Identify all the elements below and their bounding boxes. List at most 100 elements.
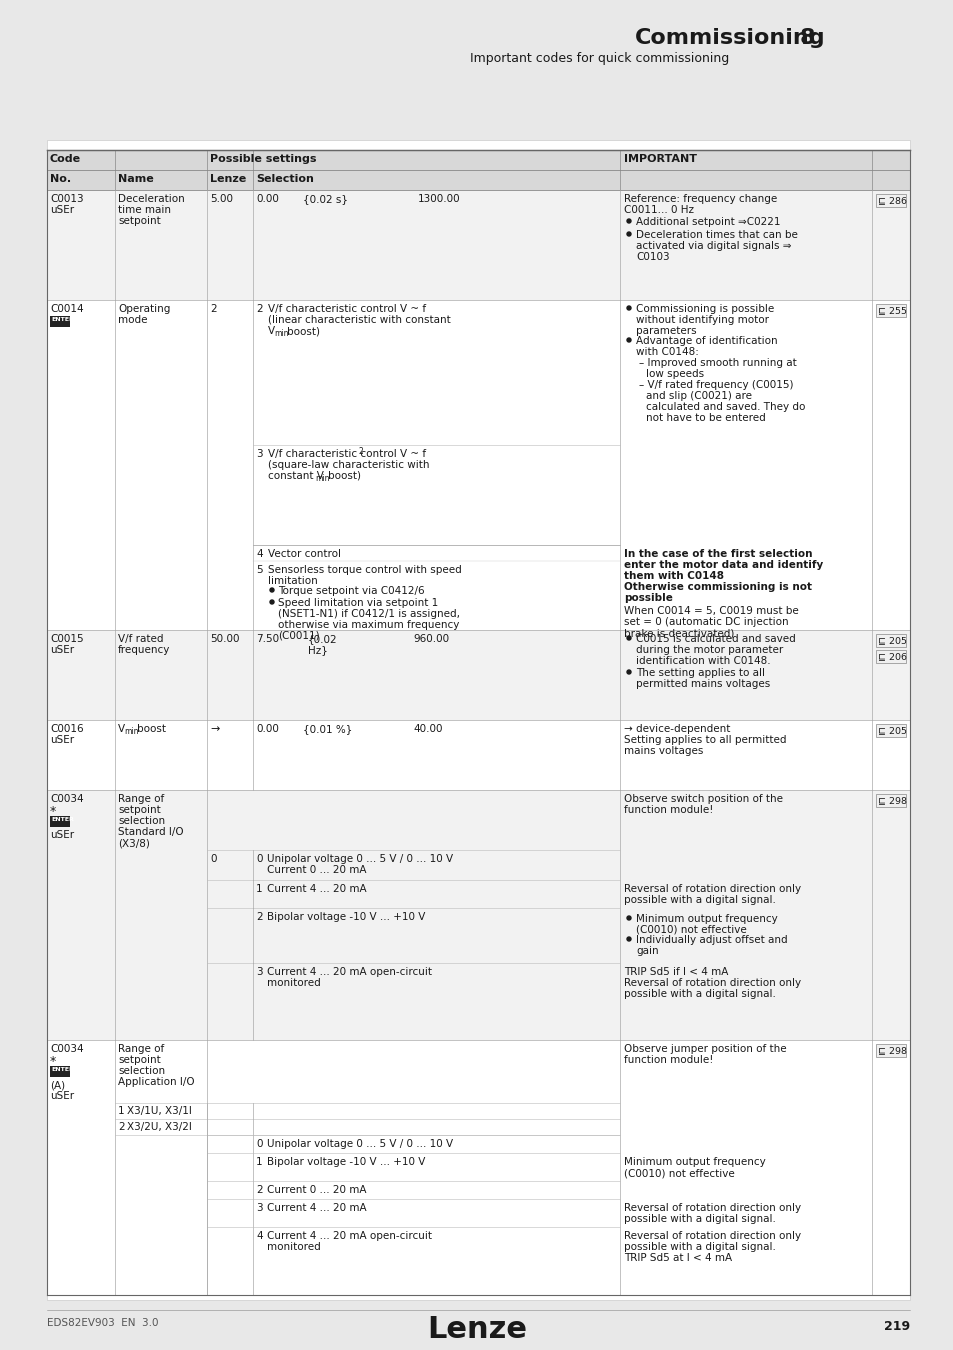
Circle shape (626, 306, 630, 310)
Text: uSEr: uSEr (50, 1091, 74, 1102)
Text: ⊑ 255: ⊑ 255 (877, 306, 906, 315)
Text: boost: boost (137, 724, 166, 734)
Text: *: * (50, 805, 56, 818)
Text: constant V: constant V (268, 471, 323, 481)
Text: Operating: Operating (118, 304, 171, 315)
Text: (C0011): (C0011) (277, 630, 319, 641)
Text: Minimum output frequency: Minimum output frequency (623, 1157, 765, 1166)
Text: possible with a digital signal.: possible with a digital signal. (623, 990, 775, 999)
Text: and slip (C0021) are: and slip (C0021) are (645, 392, 751, 401)
Text: activated via digital signals ⇒: activated via digital signals ⇒ (636, 242, 791, 251)
Text: Current 4 ... 20 mA: Current 4 ... 20 mA (267, 1203, 366, 1214)
Text: setpoint: setpoint (118, 216, 161, 225)
Circle shape (626, 219, 630, 223)
Text: (C0010) not effective: (C0010) not effective (636, 925, 746, 936)
Text: Individually adjust offset and: Individually adjust offset and (636, 936, 787, 945)
Text: 3: 3 (255, 450, 262, 459)
Text: function module!: function module! (623, 805, 713, 815)
Circle shape (626, 232, 630, 236)
Text: EDS82EV903  EN  3.0: EDS82EV903 EN 3.0 (47, 1318, 158, 1328)
Bar (50, 815, 70, 828)
Text: 0: 0 (255, 855, 262, 864)
Text: Speed limitation via setpoint 1: Speed limitation via setpoint 1 (277, 598, 437, 608)
Text: Reference: frequency change: Reference: frequency change (623, 194, 777, 204)
Text: Selection: Selection (255, 174, 314, 184)
Text: ENTER: ENTER (51, 317, 73, 323)
Text: monitored: monitored (267, 1242, 320, 1251)
Text: uSEr: uSEr (50, 830, 74, 840)
Text: 1: 1 (255, 884, 262, 894)
Text: 2: 2 (255, 913, 262, 922)
Text: {0.01 %}: {0.01 %} (303, 724, 352, 734)
Text: Unipolar voltage 0 ... 5 V / 0 ... 10 V: Unipolar voltage 0 ... 5 V / 0 ... 10 V (267, 855, 453, 864)
Text: 0.00: 0.00 (255, 194, 278, 204)
Text: Range of: Range of (118, 794, 164, 805)
Text: them with C0148: them with C0148 (623, 571, 723, 580)
Text: V/f characteristic control V ~ f: V/f characteristic control V ~ f (268, 304, 426, 315)
Text: uSEr: uSEr (50, 205, 74, 215)
Text: Reversal of rotation direction only: Reversal of rotation direction only (623, 884, 801, 894)
Text: Current 0 ... 20 mA: Current 0 ... 20 mA (267, 865, 366, 875)
Text: 2: 2 (210, 304, 216, 315)
Text: Vector control: Vector control (268, 549, 340, 559)
Circle shape (626, 937, 630, 941)
Text: Name: Name (118, 174, 153, 184)
Text: Otherwise commissioning is not: Otherwise commissioning is not (623, 582, 811, 593)
Text: Reversal of rotation direction only: Reversal of rotation direction only (623, 977, 801, 988)
Text: C0011... 0 Hz: C0011... 0 Hz (623, 205, 693, 215)
Text: monitored: monitored (267, 977, 320, 988)
Text: →: → (210, 724, 219, 734)
Bar (47, 190, 909, 300)
Text: 0: 0 (255, 1139, 262, 1149)
Text: 4: 4 (255, 549, 262, 559)
Text: Commissioning is possible: Commissioning is possible (636, 304, 774, 315)
Text: 2: 2 (255, 1185, 262, 1195)
Text: Reversal of rotation direction only: Reversal of rotation direction only (623, 1231, 801, 1241)
Text: 4: 4 (255, 1231, 262, 1241)
Text: Observe jumper position of the: Observe jumper position of the (623, 1044, 786, 1054)
Text: 960.00: 960.00 (413, 634, 449, 644)
Text: uSEr: uSEr (50, 645, 74, 655)
Text: brake is deactivated): brake is deactivated) (623, 628, 734, 639)
Text: (X3/8): (X3/8) (118, 838, 150, 848)
Text: 2: 2 (358, 447, 363, 456)
Bar (875, 634, 905, 647)
Text: V: V (268, 325, 274, 336)
Text: (square-law characteristic with: (square-law characteristic with (268, 460, 429, 470)
Text: setpoint: setpoint (118, 1054, 161, 1065)
Text: ⊑ 205: ⊑ 205 (877, 726, 906, 734)
Text: {0.02 s}: {0.02 s} (303, 194, 348, 204)
Text: uSEr: uSEr (50, 734, 74, 745)
Text: frequency: frequency (118, 645, 171, 655)
Text: 5: 5 (255, 566, 262, 575)
Text: possible with a digital signal.: possible with a digital signal. (623, 1214, 775, 1224)
Bar (875, 724, 905, 737)
Text: The setting applies to all: The setting applies to all (636, 668, 764, 678)
Text: without identifying motor: without identifying motor (636, 315, 768, 325)
Text: min: min (274, 329, 288, 338)
Text: 40.00: 40.00 (413, 724, 442, 734)
Text: time main: time main (118, 205, 171, 215)
Text: not have to be entered: not have to be entered (645, 413, 765, 423)
Text: Bipolar voltage -10 V ... +10 V: Bipolar voltage -10 V ... +10 V (267, 1157, 425, 1166)
Text: set = 0 (automatic DC injection: set = 0 (automatic DC injection (623, 617, 788, 626)
Circle shape (626, 338, 630, 342)
Text: function module!: function module! (623, 1054, 713, 1065)
Text: mode: mode (118, 315, 148, 325)
Text: ⊑ 206: ⊑ 206 (877, 652, 906, 662)
Text: possible with a digital signal.: possible with a digital signal. (623, 1242, 775, 1251)
Text: Commissioning: Commissioning (635, 28, 824, 49)
Bar (47, 170, 909, 190)
Circle shape (626, 670, 630, 674)
Text: 8: 8 (800, 28, 815, 49)
Text: Unipolar voltage 0 ... 5 V / 0 ... 10 V: Unipolar voltage 0 ... 5 V / 0 ... 10 V (267, 1139, 453, 1149)
Text: ⊑ 298: ⊑ 298 (877, 1046, 906, 1054)
Text: identification with C0148.: identification with C0148. (636, 656, 770, 666)
Text: (A): (A) (50, 1080, 65, 1089)
Text: ⊑ 298: ⊑ 298 (877, 796, 906, 805)
Circle shape (626, 636, 630, 640)
Text: ENTER: ENTER (51, 817, 73, 822)
Text: C0034: C0034 (50, 794, 84, 805)
Text: 7.50: 7.50 (255, 634, 279, 644)
Text: limitation: limitation (268, 576, 317, 586)
